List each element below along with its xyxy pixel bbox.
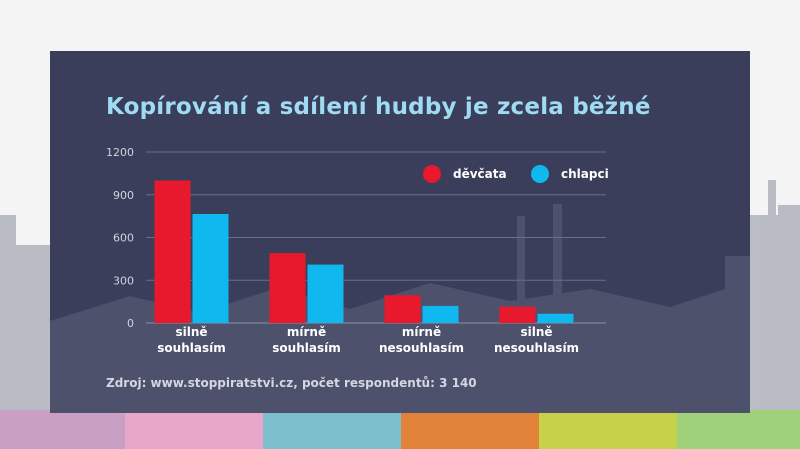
- y-tick-label: 300: [113, 274, 134, 287]
- source-note: Zdroj: www.stoppiratstvi.cz, počet respo…: [106, 376, 477, 390]
- bar-girls: [384, 295, 421, 323]
- chart-panel: Kopírování a sdílení hudby je zcela běžn…: [50, 51, 750, 413]
- legend-swatch-girls: [423, 165, 441, 183]
- x-category-label: nesouhlasím: [379, 341, 464, 355]
- legend-label-boys: chlapci: [561, 167, 609, 181]
- legend-label-girls: děvčata: [453, 167, 507, 181]
- bar-boys: [192, 213, 229, 323]
- x-category-label: silně: [520, 325, 552, 339]
- y-tick-label: 1200: [106, 146, 134, 159]
- bar-girls: [154, 180, 191, 323]
- bar-boys: [422, 305, 459, 323]
- x-category-label: nesouhlasím: [494, 341, 579, 355]
- y-tick-label: 600: [113, 232, 134, 245]
- x-category-label: silně: [175, 325, 207, 339]
- legend-item-boys: chlapci: [531, 165, 609, 183]
- bar-girls: [269, 253, 306, 323]
- bar-chart: 1200 900 600 300 0 silně souhlasím mírně souhlas…: [106, 146, 606, 355]
- x-category-label: souhlasím: [272, 341, 340, 355]
- bar-boys: [307, 264, 344, 323]
- x-category-label: mírně: [402, 325, 441, 339]
- x-category-label: mírně: [287, 325, 326, 339]
- y-tick-label: 900: [113, 189, 134, 202]
- x-category-label: souhlasím: [157, 341, 225, 355]
- chart-title: Kopírování a sdílení hudby je zcela běžn…: [106, 94, 651, 120]
- bar-girls: [499, 306, 536, 323]
- legend-swatch-boys: [531, 165, 549, 183]
- legend-item-girls: děvčata: [423, 165, 507, 183]
- bar-boys: [537, 313, 574, 323]
- y-tick-label: 0: [127, 317, 134, 330]
